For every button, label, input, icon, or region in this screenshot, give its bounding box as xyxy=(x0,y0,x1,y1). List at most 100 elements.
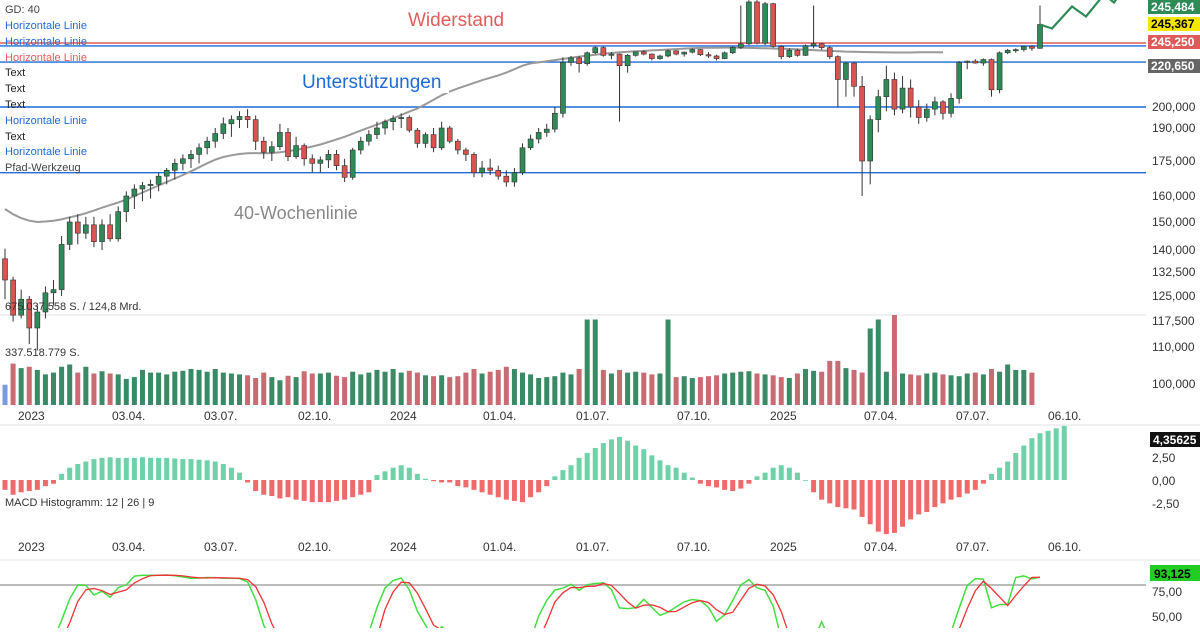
price-tag: 245,250 xyxy=(1148,35,1200,49)
tool-list-item[interactable]: Horizontale Linie xyxy=(5,35,87,48)
tool-list-item[interactable]: Pfad-Werkzeug xyxy=(5,162,81,175)
tool-list-item[interactable]: Text xyxy=(5,130,26,143)
volume-bar xyxy=(131,377,137,405)
macd-bar xyxy=(754,476,760,480)
stoch-value-tag-bg xyxy=(1150,565,1200,581)
macd-bar xyxy=(471,480,477,490)
volume-bar xyxy=(463,372,469,405)
macd-bar xyxy=(875,480,881,532)
volume-bar xyxy=(722,373,728,405)
tool-list-item[interactable]: Horizontale Linie xyxy=(5,51,87,64)
x-axis-label: 2024 xyxy=(390,540,417,554)
candle-body xyxy=(495,170,502,177)
macd-bar xyxy=(819,480,825,500)
macd-bar xyxy=(770,467,776,480)
candle-body xyxy=(673,50,679,55)
tool-list-item[interactable]: Text xyxy=(5,83,26,96)
macd-bar xyxy=(309,480,315,503)
candle xyxy=(446,125,453,144)
candle-body xyxy=(980,59,987,64)
volume-bar xyxy=(156,372,162,405)
volume-bar xyxy=(932,372,938,405)
macd-bar xyxy=(156,457,162,480)
x-axis-label: 2025 xyxy=(770,540,797,554)
candle-body xyxy=(891,79,898,110)
candle xyxy=(543,123,550,137)
volume-bar xyxy=(592,319,598,405)
x-axis-label: 03.04. xyxy=(112,409,145,423)
volume-bar xyxy=(139,369,145,405)
price-tag: 245,484 xyxy=(1148,0,1200,14)
macd-bar xyxy=(293,480,299,500)
candle xyxy=(996,51,1003,94)
volume-bar xyxy=(980,374,986,405)
macd-bar xyxy=(536,480,542,493)
volume-bar xyxy=(536,378,542,405)
volume-bar xyxy=(883,371,889,405)
macd-bar xyxy=(1061,425,1067,480)
macd-bar xyxy=(786,467,792,480)
candle xyxy=(956,61,962,104)
candle-body xyxy=(1004,49,1011,54)
macd-bar xyxy=(414,473,420,480)
candle-body xyxy=(349,149,356,178)
candle-body xyxy=(818,43,825,48)
volume-bar xyxy=(1005,364,1011,405)
candle xyxy=(180,154,186,171)
volume-bar xyxy=(374,369,380,405)
macd-bar xyxy=(334,480,340,501)
candle-body xyxy=(414,129,421,144)
stoch-axis-tick: 50,00 xyxy=(1152,610,1182,624)
volume-bar xyxy=(431,376,437,405)
tool-list-item[interactable]: Text xyxy=(5,99,26,111)
x-axis-label: 02.10. xyxy=(298,409,331,423)
volume-bar xyxy=(584,319,590,405)
price-axis-tick: 190,000 xyxy=(1152,121,1196,135)
x-axis-label: 07.10. xyxy=(677,540,710,554)
candle xyxy=(366,130,372,146)
volume-bar xyxy=(455,376,461,405)
candle-body xyxy=(277,132,283,147)
macd-bar xyxy=(42,480,48,487)
volume-bar xyxy=(511,369,517,405)
candle-body xyxy=(66,221,73,245)
volume-bar xyxy=(819,371,825,405)
tool-list-item[interactable]: Text xyxy=(5,67,26,80)
candle-body xyxy=(843,62,849,80)
candle xyxy=(907,79,914,118)
candle xyxy=(681,51,688,57)
candle xyxy=(576,55,582,73)
tool-list-item[interactable]: Horizontale Linie xyxy=(5,146,87,159)
volume-bar xyxy=(26,366,32,405)
volume-bar xyxy=(900,373,906,405)
volume-bar xyxy=(568,374,574,405)
candle-body xyxy=(964,60,971,63)
candle-body xyxy=(115,211,122,240)
tool-list-item[interactable]: Horizontale Linie xyxy=(5,20,87,32)
volume-bar xyxy=(10,363,16,405)
macd-bar xyxy=(883,480,889,535)
candle-body xyxy=(10,279,16,316)
tool-list-item[interactable]: Horizontale Linie xyxy=(5,114,87,127)
volume-bar xyxy=(803,369,809,405)
volume-bar xyxy=(714,375,720,405)
macd-bar xyxy=(916,480,922,515)
candle-body xyxy=(640,51,647,55)
candle xyxy=(1037,5,1043,49)
volume-bar xyxy=(59,366,65,405)
macd-bar xyxy=(972,480,978,490)
macd-bar xyxy=(439,480,445,483)
candle-body xyxy=(188,154,194,160)
macd-bar xyxy=(956,480,962,498)
macd-bar xyxy=(519,480,526,503)
candles xyxy=(2,0,1043,351)
candle xyxy=(535,128,542,144)
candle-body xyxy=(26,298,33,329)
candle-body xyxy=(430,134,437,149)
volume-bar xyxy=(673,377,679,405)
candle xyxy=(99,219,105,250)
candle xyxy=(171,158,178,180)
macd-bar xyxy=(649,455,655,480)
volume-bar xyxy=(285,375,291,405)
volume-bar xyxy=(293,377,299,405)
